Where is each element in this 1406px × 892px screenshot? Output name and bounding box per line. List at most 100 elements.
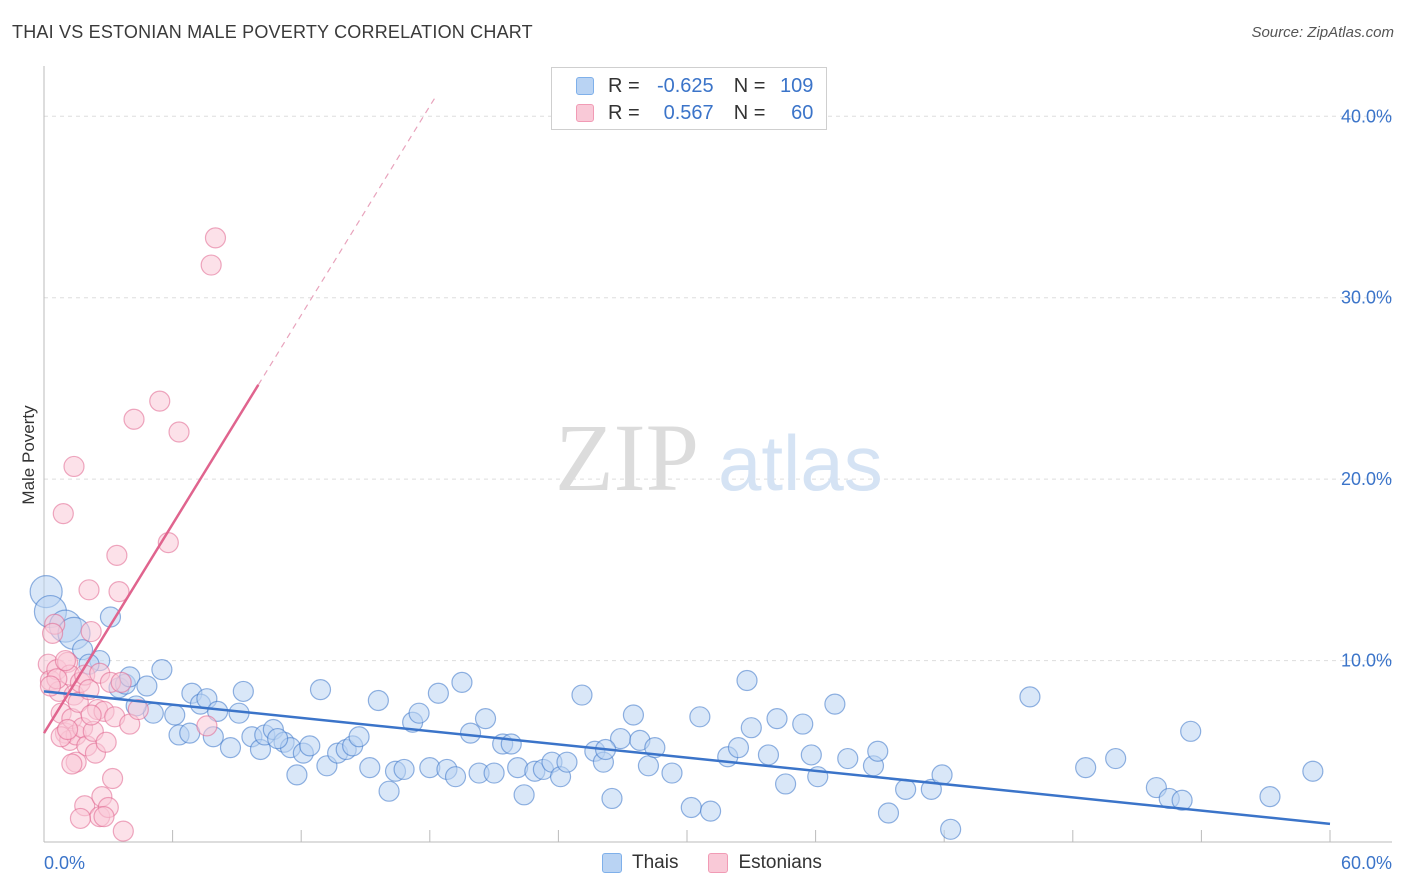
thais-legend-icon	[602, 853, 622, 873]
thais-point	[689, 706, 711, 728]
estonians-points	[37, 227, 227, 842]
estonians-point	[41, 622, 64, 644]
thais-point	[393, 758, 415, 781]
thais-point	[895, 778, 917, 800]
watermark-zip: ZIP	[555, 404, 699, 511]
estonians-point	[149, 390, 171, 412]
estonians-point	[106, 544, 128, 566]
watermark-atlas: atlas	[718, 419, 883, 507]
thais-point	[622, 704, 645, 726]
thais-point	[800, 744, 822, 766]
estonians-point	[108, 581, 130, 603]
thais-point	[877, 802, 900, 824]
thais-point	[444, 766, 467, 788]
estonians-point	[101, 767, 124, 790]
thais-point	[940, 818, 962, 840]
thais-point	[427, 682, 449, 704]
legend-label-estonians: Estonians	[738, 852, 822, 873]
legend-n-value: 109	[780, 74, 814, 97]
x-tick-label-max: 60.0%	[1341, 853, 1392, 873]
estonians-point	[69, 807, 92, 830]
y-tick-label: 40.0%	[1341, 106, 1392, 126]
estonians-point	[110, 671, 132, 693]
chart-title: THAI VS ESTONIAN MALE POVERTY CORRELATIO…	[12, 22, 533, 42]
estonians-point	[204, 227, 227, 249]
estonians-point	[168, 421, 190, 443]
estonians-point	[56, 718, 79, 741]
correlation-legend: R = -0.625 N = 109 R = 0.567 N = 60	[551, 67, 827, 130]
thais-point	[1171, 789, 1193, 811]
thais-point	[378, 780, 400, 802]
thais-point	[601, 787, 623, 810]
thais-point	[513, 784, 535, 806]
legend-item-thais[interactable]: Thais	[602, 852, 678, 874]
estonians-point	[93, 805, 115, 828]
legend-row-estonians: R = 0.567 N = 60	[576, 100, 813, 126]
thais-point	[1302, 760, 1324, 782]
thais-swatch-icon	[576, 77, 594, 95]
thais-point	[1259, 786, 1281, 808]
estonians-trend-line	[42, 384, 260, 734]
legend-n-label: N =	[733, 101, 766, 124]
estonians-swatch-icon	[576, 104, 594, 122]
thais-point	[151, 659, 173, 681]
legend-n-label: N =	[733, 74, 766, 97]
thais-point	[267, 727, 289, 750]
thais-point	[792, 713, 814, 735]
estonians-point	[63, 455, 85, 478]
thais-point	[837, 747, 859, 770]
thais-point	[699, 800, 722, 822]
thais-point	[931, 764, 953, 786]
thais-point	[774, 773, 797, 795]
legend-r-value: 0.567	[663, 101, 714, 124]
thais-point	[483, 762, 505, 784]
thais-point	[451, 671, 473, 693]
thais-point	[348, 726, 370, 748]
legend-n-value: 60	[791, 101, 814, 124]
thais-point	[309, 678, 332, 701]
y-tick-label: 20.0%	[1341, 469, 1392, 489]
estonians-point	[52, 503, 74, 525]
thais-point	[232, 680, 254, 703]
thais-point	[459, 722, 482, 744]
y-tick-label: 10.0%	[1341, 651, 1392, 671]
estonians-point	[196, 715, 218, 737]
x-tick-label-min: 0.0%	[44, 853, 85, 873]
estonians-trend-extension	[257, 97, 436, 386]
thais-point	[556, 751, 578, 773]
thais-point	[286, 764, 308, 786]
y-tick-labels: 10.0% 20.0% 30.0% 40.0%	[1341, 106, 1392, 670]
estonians-point	[95, 731, 117, 753]
thais-point	[1075, 757, 1097, 779]
thais-point	[408, 702, 430, 724]
estonians-point	[61, 753, 83, 775]
legend-r-label: R =	[608, 101, 640, 124]
estonians-point	[200, 254, 222, 276]
thais-point	[219, 737, 242, 759]
thais-point	[136, 675, 158, 697]
legend-r-label: R =	[608, 74, 640, 97]
thais-point	[1105, 747, 1127, 770]
thais-point	[727, 737, 750, 759]
thais-point	[571, 684, 593, 706]
trend-lines	[42, 97, 1331, 826]
thais-point	[766, 708, 788, 730]
series-legend: Thais Estonians	[602, 852, 852, 874]
thais-point	[164, 704, 186, 726]
x-tick-marks	[43, 830, 1331, 842]
thais-point	[680, 796, 702, 819]
estonians-point	[80, 620, 102, 643]
estonians-point	[123, 408, 145, 430]
thais-point	[740, 717, 762, 739]
thais-point	[736, 669, 758, 692]
thais-point	[1019, 686, 1041, 708]
legend-item-estonians[interactable]: Estonians	[708, 852, 822, 874]
estonians-point	[80, 704, 102, 726]
thais-point	[359, 757, 381, 779]
thais-point	[867, 740, 889, 762]
legend-r-value: -0.625	[656, 74, 714, 97]
thais-point	[661, 762, 683, 784]
estonians-point	[78, 579, 100, 601]
estonians-point	[112, 820, 134, 842]
